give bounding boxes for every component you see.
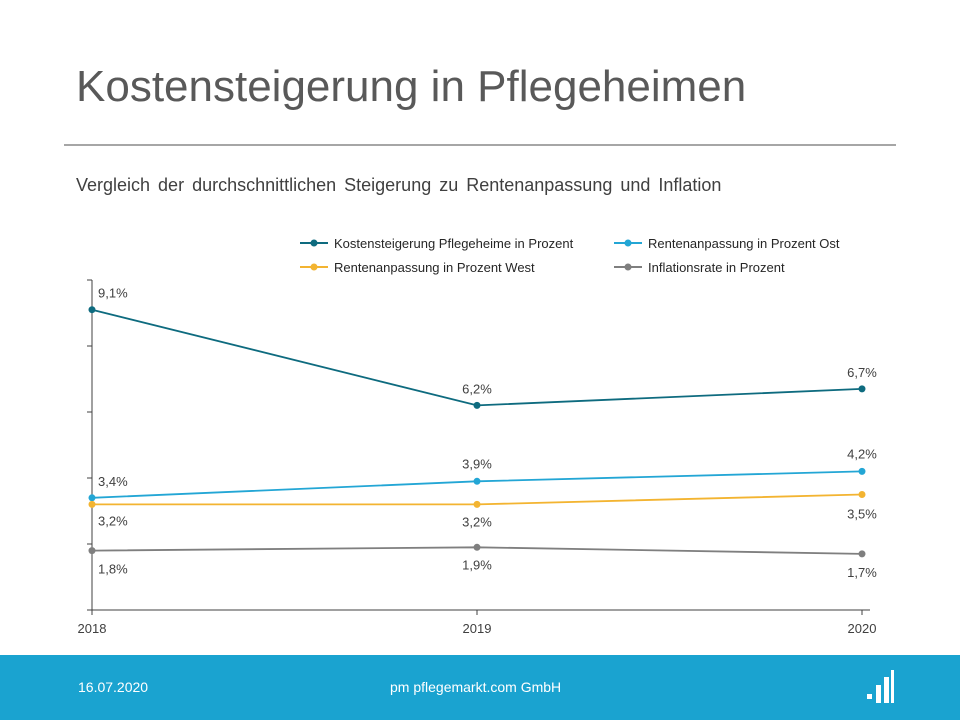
data-label: 1,9% (462, 557, 492, 572)
data-label: 1,8% (98, 562, 128, 577)
footer-date: 16.07.2020 (78, 679, 149, 695)
title-divider (64, 144, 896, 146)
data-label: 1,7% (847, 565, 877, 580)
data-point (473, 477, 481, 485)
data-point (473, 543, 481, 551)
data-label: 6,2% (462, 381, 492, 396)
page-title: Kostensteigerung in Pflegeheimen (76, 62, 747, 111)
data-label: 3,2% (98, 513, 128, 528)
data-point (88, 500, 96, 508)
data-point (88, 306, 96, 314)
data-label: 3,5% (847, 507, 877, 522)
data-label: 6,7% (847, 365, 877, 380)
data-label: 9,1% (98, 286, 128, 301)
footer-company: pm pflegemarkt.com GmbH (390, 679, 562, 695)
data-label: 3,4% (98, 474, 128, 489)
x-tick-label: 2020 (848, 621, 877, 636)
data-point (858, 550, 866, 558)
line-chart: 2018 2019 2020 9,1% 6,2% 6,7% 3,4% 3,9% 4,2% 3,2%… (78, 236, 878, 636)
legend-swatch-marker (310, 263, 318, 271)
data-point (88, 547, 96, 555)
data-point (858, 491, 866, 498)
data-point (473, 500, 481, 508)
chart-subtitle: Vergleich der durchschnittlichen Steiger… (76, 175, 722, 195)
legend-swatch-marker (624, 239, 632, 247)
data-point (858, 467, 866, 475)
data-label: 3,9% (462, 456, 492, 471)
legend-label: Inflationsrate in Prozent (648, 260, 785, 275)
data-point (473, 401, 481, 409)
legend-swatch-marker (310, 239, 318, 247)
data-label: 4,2% (847, 446, 877, 461)
legend-label: Kostensteigerung Pflegeheime in Prozent (334, 236, 574, 251)
data-label: 3,2% (462, 514, 492, 529)
data-point (88, 494, 96, 502)
legend-label: Rentenanpassung in Prozent West (334, 260, 535, 275)
legend-swatch-marker (624, 263, 632, 271)
footer-bar: 16.07.2020 pm pflegemarkt.com GmbH (0, 655, 960, 720)
x-tick-label: 2019 (463, 621, 492, 636)
legend-label: Rentenanpassung in Prozent Ost (648, 236, 840, 251)
company-logo-icon (867, 670, 894, 703)
data-point (858, 385, 866, 393)
x-tick-label: 2018 (78, 621, 107, 636)
